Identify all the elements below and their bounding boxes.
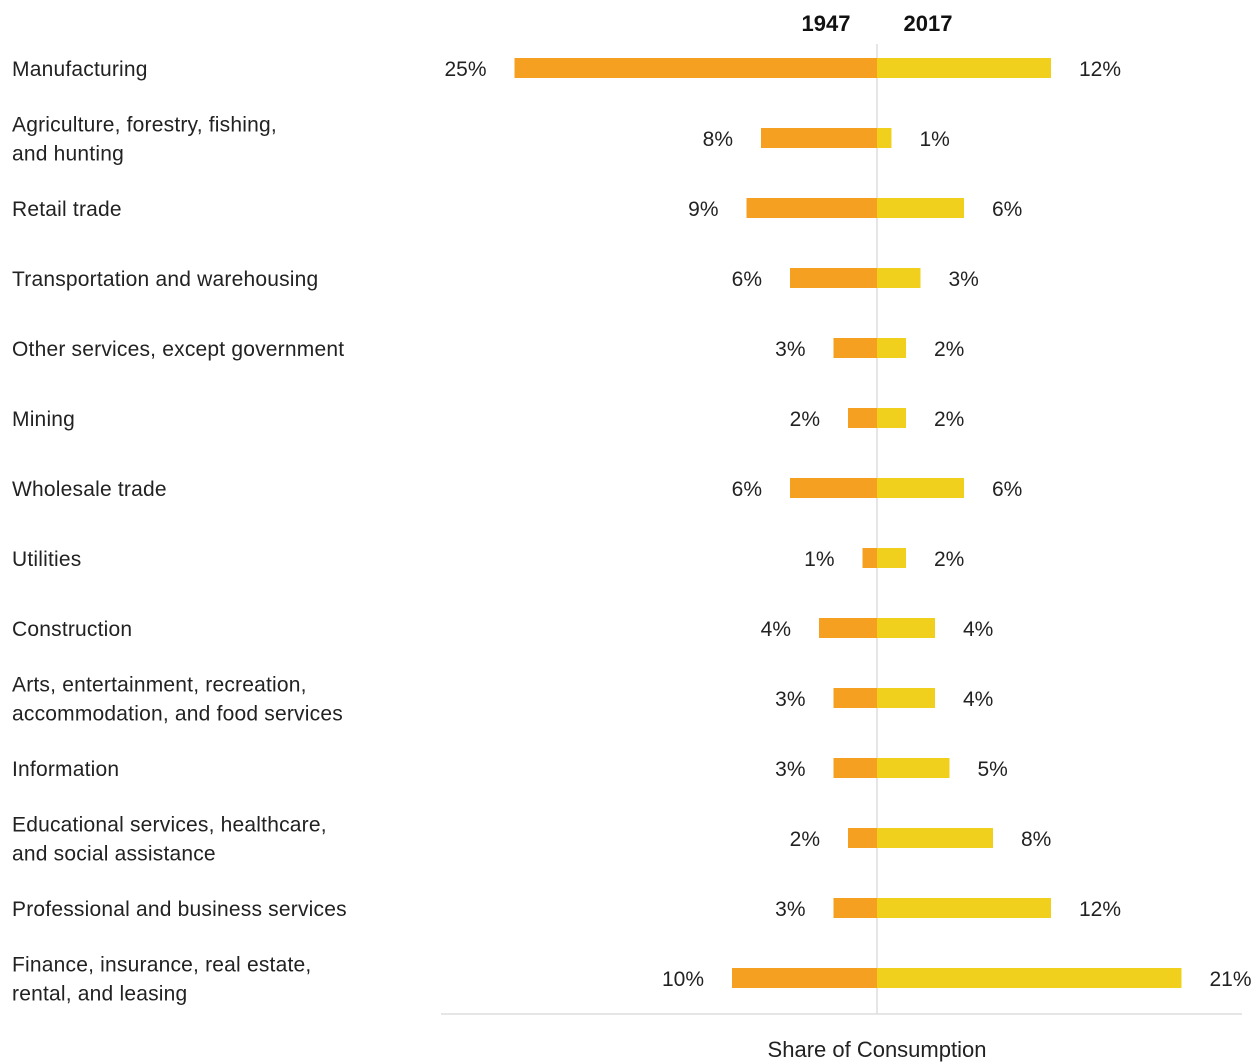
value-label-2017: 4% xyxy=(963,688,993,711)
bar-2017 xyxy=(877,618,935,638)
category-label-line: Mining xyxy=(12,408,75,431)
category-label: Transportation and warehousing xyxy=(12,268,318,291)
bar-2017 xyxy=(877,898,1051,918)
category-label: Utilities xyxy=(12,548,81,571)
bar-2017 xyxy=(877,968,1182,988)
bar-2017 xyxy=(877,128,892,148)
category-label-line: Other services, except government xyxy=(12,338,344,361)
bars xyxy=(514,58,1182,988)
value-label-2017: 5% xyxy=(978,758,1008,781)
category-labels: Manufacturing Agriculture, forestry, fish… xyxy=(12,58,347,1006)
category-label-line: and hunting xyxy=(12,143,124,166)
value-label-1947: 25% xyxy=(444,58,486,81)
category-label-line: and social assistance xyxy=(12,843,216,866)
bar-1947 xyxy=(819,618,877,638)
bar-1947 xyxy=(790,478,877,498)
category-label-line: rental, and leasing xyxy=(12,983,187,1006)
value-labels: 25% 12% 8% 1% 9% 6% 6% 3% 3% 2% 2% 2% 6% 6% 1% 2% 4% 4% 3%… xyxy=(444,58,1251,991)
value-label-2017: 6% xyxy=(992,478,1022,501)
value-label-1947: 2% xyxy=(790,408,820,431)
category-label-line: Information xyxy=(12,758,119,781)
bar-2017 xyxy=(877,688,935,708)
category-label: Arts, entertainment, recreation, accommod… xyxy=(12,674,343,726)
value-label-1947: 4% xyxy=(761,618,791,641)
category-label: Wholesale trade xyxy=(12,478,167,501)
bar-2017 xyxy=(877,478,964,498)
value-label-2017: 2% xyxy=(934,548,964,571)
series-2017-header: 2017 xyxy=(904,11,953,36)
value-label-2017: 2% xyxy=(934,338,964,361)
category-label-line: Retail trade xyxy=(12,198,122,221)
value-label-1947: 8% xyxy=(703,128,733,151)
bar-2017 xyxy=(877,548,906,568)
category-label: Manufacturing xyxy=(12,58,148,81)
value-label-1947: 10% xyxy=(662,968,704,991)
value-label-1947: 6% xyxy=(732,268,762,291)
bar-2017 xyxy=(877,758,950,778)
category-label-line: Transportation and warehousing xyxy=(12,268,318,291)
value-label-2017: 21% xyxy=(1210,968,1252,991)
x-axis-title: Share of Consumption xyxy=(768,1037,987,1062)
category-label-line: Finance, insurance, real estate, xyxy=(12,954,311,977)
bar-1947 xyxy=(862,548,877,568)
value-label-1947: 6% xyxy=(732,478,762,501)
bar-2017 xyxy=(877,408,906,428)
category-label: Finance, insurance, real estate, rental, … xyxy=(12,954,311,1006)
category-label: Professional and business services xyxy=(12,898,347,921)
bar-2017 xyxy=(877,58,1051,78)
value-label-1947: 3% xyxy=(775,758,805,781)
bar-1947 xyxy=(514,58,877,78)
bar-2017 xyxy=(877,198,964,218)
bar-1947 xyxy=(848,408,877,428)
value-label-2017: 1% xyxy=(920,128,950,151)
category-label-line: Professional and business services xyxy=(12,898,347,921)
bar-1947 xyxy=(790,268,877,288)
bar-1947 xyxy=(833,898,877,918)
category-label-line: Agriculture, forestry, fishing, xyxy=(12,114,277,137)
value-label-2017: 3% xyxy=(949,268,979,291)
bar-1947 xyxy=(833,758,877,778)
value-label-2017: 2% xyxy=(934,408,964,431)
category-label-line: Construction xyxy=(12,618,132,641)
category-label-line: Utilities xyxy=(12,548,81,571)
category-label: Mining xyxy=(12,408,75,431)
category-label-line: Wholesale trade xyxy=(12,478,167,501)
category-label: Information xyxy=(12,758,119,781)
value-label-1947: 3% xyxy=(775,688,805,711)
category-label: Educational services, healthcare, and soc… xyxy=(12,814,327,866)
value-label-1947: 9% xyxy=(688,198,718,221)
value-label-2017: 6% xyxy=(992,198,1022,221)
value-label-1947: 3% xyxy=(775,338,805,361)
category-label-line: Manufacturing xyxy=(12,58,148,81)
bar-2017 xyxy=(877,268,921,288)
bar-1947 xyxy=(732,968,877,988)
bar-2017 xyxy=(877,828,993,848)
category-label: Construction xyxy=(12,618,132,641)
bar-2017 xyxy=(877,338,906,358)
category-label-line: Educational services, healthcare, xyxy=(12,814,327,837)
bar-1947 xyxy=(833,338,877,358)
value-label-2017: 12% xyxy=(1079,58,1121,81)
value-label-1947: 2% xyxy=(790,828,820,851)
value-label-2017: 12% xyxy=(1079,898,1121,921)
value-label-2017: 8% xyxy=(1021,828,1051,851)
category-label: Retail trade xyxy=(12,198,122,221)
value-label-1947: 3% xyxy=(775,898,805,921)
category-label: Other services, except government xyxy=(12,338,344,361)
category-label-line: accommodation, and food services xyxy=(12,703,343,726)
bar-1947 xyxy=(848,828,877,848)
bar-1947 xyxy=(761,128,877,148)
series-1947-header: 1947 xyxy=(802,11,851,36)
category-label-line: Arts, entertainment, recreation, xyxy=(12,674,307,697)
bar-1947 xyxy=(833,688,877,708)
category-label: Agriculture, forestry, fishing, and hunti… xyxy=(12,114,277,166)
value-label-1947: 1% xyxy=(804,548,834,571)
bar-1947 xyxy=(746,198,877,218)
value-label-2017: 4% xyxy=(963,618,993,641)
